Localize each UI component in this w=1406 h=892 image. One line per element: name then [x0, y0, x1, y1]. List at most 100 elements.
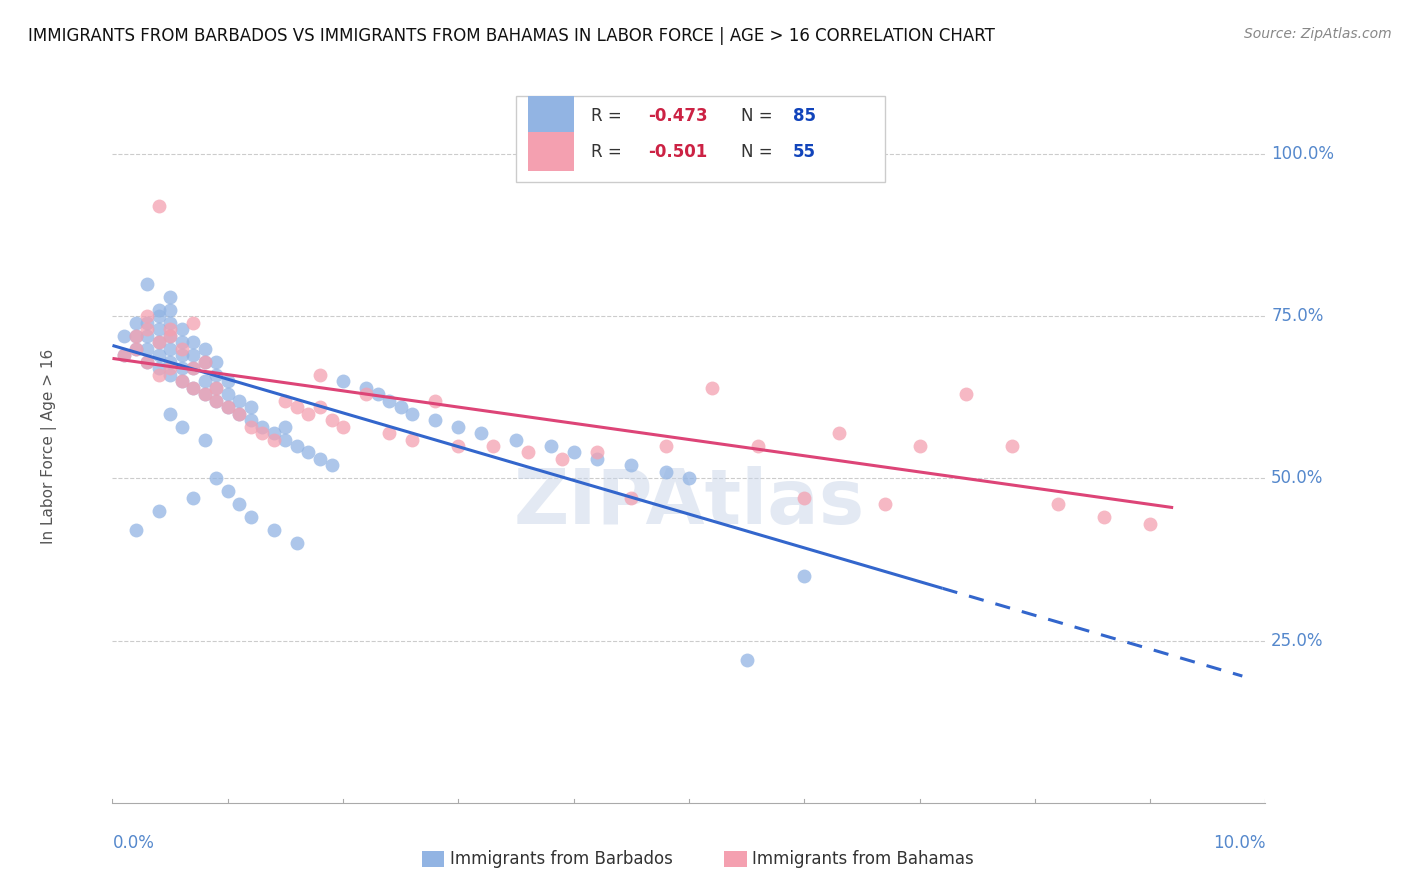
Point — [274, 393, 297, 408]
Point — [470, 425, 492, 440]
Point — [540, 439, 562, 453]
Point — [181, 335, 204, 350]
Point — [181, 361, 204, 376]
Point — [516, 445, 538, 459]
Point — [297, 445, 319, 459]
Point — [735, 653, 758, 667]
Point — [297, 407, 319, 421]
Point — [194, 342, 217, 356]
Point — [205, 354, 228, 368]
Point — [170, 348, 193, 362]
Point — [425, 393, 447, 408]
Point — [148, 368, 170, 382]
Point — [389, 400, 412, 414]
Point — [124, 316, 146, 330]
Point — [181, 381, 204, 395]
Text: Source: ZipAtlas.com: Source: ZipAtlas.com — [1244, 27, 1392, 41]
Point — [205, 381, 228, 395]
Text: In Labor Force | Age > 16: In Labor Force | Age > 16 — [41, 349, 58, 543]
Point — [239, 400, 262, 414]
Point — [1001, 439, 1024, 453]
Point — [124, 342, 146, 356]
Point — [136, 354, 159, 368]
Point — [159, 322, 181, 336]
Point — [332, 374, 354, 388]
Point — [263, 524, 285, 538]
Point — [181, 316, 204, 330]
Point — [263, 433, 285, 447]
Point — [112, 348, 135, 362]
Point — [170, 322, 193, 336]
Point — [136, 322, 159, 336]
Point — [159, 328, 181, 343]
Point — [747, 439, 769, 453]
Point — [585, 445, 607, 459]
Point — [194, 433, 217, 447]
Point — [159, 316, 181, 330]
Point — [136, 277, 159, 291]
Point — [194, 387, 217, 401]
Point — [1139, 516, 1161, 531]
Text: 50.0%: 50.0% — [1271, 469, 1323, 487]
Point — [655, 465, 678, 479]
Point — [655, 439, 678, 453]
Point — [354, 387, 377, 401]
Point — [205, 368, 228, 382]
Point — [217, 374, 239, 388]
Point — [367, 387, 389, 401]
Point — [252, 425, 274, 440]
Point — [620, 458, 643, 473]
Point — [321, 413, 343, 427]
Point — [217, 400, 239, 414]
Point — [505, 433, 527, 447]
Point — [205, 471, 228, 485]
Point — [159, 342, 181, 356]
Text: R =: R = — [591, 143, 627, 161]
Point — [401, 407, 423, 421]
Point — [148, 361, 170, 376]
Point — [217, 484, 239, 499]
Point — [239, 419, 262, 434]
Point — [401, 433, 423, 447]
Point — [793, 568, 815, 582]
Point — [955, 387, 977, 401]
Point — [252, 419, 274, 434]
Point — [482, 439, 505, 453]
Point — [124, 328, 146, 343]
Text: 10.0%: 10.0% — [1213, 834, 1265, 852]
Point — [148, 504, 170, 518]
Point — [159, 290, 181, 304]
Point — [148, 348, 170, 362]
Point — [239, 413, 262, 427]
Point — [124, 342, 146, 356]
Point — [181, 361, 204, 376]
Point — [170, 342, 193, 356]
Point — [136, 316, 159, 330]
Point — [194, 387, 217, 401]
FancyBboxPatch shape — [516, 96, 884, 182]
Point — [194, 374, 217, 388]
Text: 75.0%: 75.0% — [1271, 307, 1323, 326]
Point — [239, 510, 262, 524]
Point — [159, 361, 181, 376]
Point — [136, 342, 159, 356]
Text: Immigrants from Bahamas: Immigrants from Bahamas — [752, 850, 974, 868]
Point — [1092, 510, 1115, 524]
Bar — [527, 132, 574, 171]
Point — [217, 387, 239, 401]
Text: N =: N = — [741, 143, 778, 161]
Point — [908, 439, 931, 453]
Text: 100.0%: 100.0% — [1271, 145, 1334, 163]
Point — [159, 302, 181, 317]
Point — [148, 335, 170, 350]
Point — [585, 452, 607, 467]
Point — [170, 374, 193, 388]
Point — [678, 471, 700, 485]
Point — [793, 491, 815, 505]
Point — [562, 445, 585, 459]
Point — [228, 407, 250, 421]
Point — [148, 335, 170, 350]
Point — [170, 335, 193, 350]
Point — [205, 381, 228, 395]
Point — [124, 524, 146, 538]
